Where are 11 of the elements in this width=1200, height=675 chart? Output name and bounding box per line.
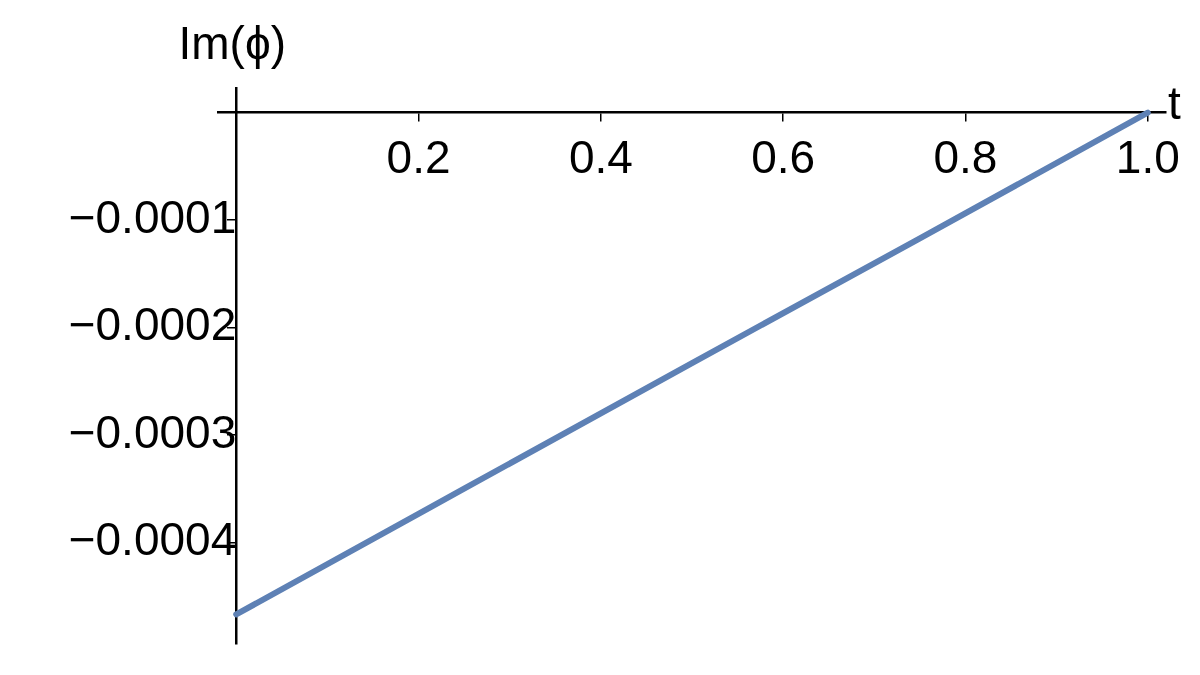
x-tick-label: 0.6 bbox=[751, 131, 816, 183]
x-axis-title: t bbox=[1168, 77, 1181, 130]
y-axis-title: Im(ϕ) bbox=[178, 16, 286, 69]
x-tick-label: 0.4 bbox=[568, 131, 633, 183]
y-tick-label: −0.0002 bbox=[68, 298, 237, 351]
x-tick-label: 1.0 bbox=[1115, 131, 1180, 183]
y-tick-label: −0.0001 bbox=[68, 190, 237, 243]
y-tick-label: −0.0003 bbox=[68, 405, 237, 458]
x-tick-label: 0.8 bbox=[933, 131, 998, 183]
y-tick-label: −0.0004 bbox=[68, 513, 237, 566]
x-tick-label: 0.2 bbox=[386, 131, 451, 183]
